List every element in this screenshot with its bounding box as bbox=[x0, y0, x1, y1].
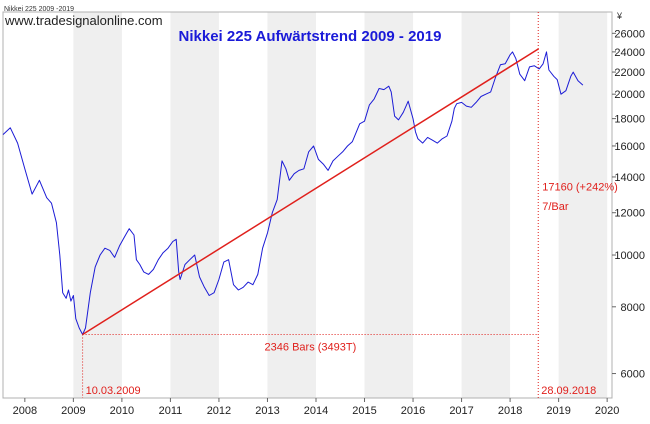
y-tick-label: 12000 bbox=[614, 208, 645, 220]
gain-label: 17160 (+242%) bbox=[542, 182, 618, 194]
series-layer bbox=[2, 51, 584, 335]
x-tick-label: 2016 bbox=[401, 405, 425, 417]
x-tick-label: 2014 bbox=[304, 405, 328, 417]
y-tick-label: 14000 bbox=[614, 172, 645, 184]
y-tick-label: 10000 bbox=[614, 250, 645, 262]
plot-frame bbox=[2, 11, 613, 399]
y-tick-label: 24000 bbox=[614, 47, 645, 59]
chart-title: Nikkei 225 Aufwärtstrend 2009 - 2019 bbox=[179, 28, 442, 45]
chart-caption: Nikkei 225 2009 -2019 bbox=[4, 6, 74, 13]
price-line bbox=[2, 51, 584, 335]
bars-label: 2346 Bars (3493T) bbox=[265, 341, 357, 353]
x-tick-label: 2013 bbox=[255, 405, 279, 417]
y-tick-label: 8000 bbox=[621, 302, 645, 314]
annotation-layer: 10.03.2009 28.09.2018 2346 Bars (3493T) 171… bbox=[82, 12, 618, 398]
year-bands bbox=[73, 12, 608, 398]
x-tick-label: 2012 bbox=[207, 405, 231, 417]
end-date-label: 28.09.2018 bbox=[541, 385, 596, 397]
year-band bbox=[73, 12, 122, 398]
x-tick-label: 2020 bbox=[595, 405, 619, 417]
x-tick-label: 2017 bbox=[449, 405, 473, 417]
x-tick-label: 2009 bbox=[61, 405, 85, 417]
plot-border bbox=[2, 11, 613, 399]
year-band bbox=[461, 12, 511, 398]
y-tick-label: 16000 bbox=[614, 141, 645, 153]
currency-symbol: ¥ bbox=[616, 11, 623, 21]
x-tick-label: 2018 bbox=[498, 405, 522, 417]
x-tick-label: 2015 bbox=[352, 405, 376, 417]
x-axis: 2008 2009 2010 2011 2012 2013 2014 2015 2016 2017… bbox=[13, 398, 619, 417]
watermark: www.tradesignalonline.com bbox=[4, 13, 163, 28]
y-tick-label: 18000 bbox=[614, 114, 645, 126]
y-tick-label: 22000 bbox=[614, 67, 645, 79]
y-axis: 6000 8000 10000 12000 14000 16000 18000 20000 22… bbox=[612, 28, 645, 381]
y-tick-label: 26000 bbox=[614, 28, 645, 40]
trend-layer bbox=[82, 48, 539, 336]
year-band bbox=[558, 12, 608, 398]
year-band bbox=[170, 12, 219, 398]
x-tick-label: 2010 bbox=[110, 405, 134, 417]
y-tick-label: 6000 bbox=[621, 369, 645, 381]
year-band bbox=[364, 12, 414, 398]
x-tick-label: 2008 bbox=[13, 405, 37, 417]
slope-label: 7/Bar bbox=[542, 201, 569, 213]
y-tick-label: 20000 bbox=[614, 89, 645, 101]
trend-line bbox=[82, 48, 539, 336]
x-tick-label: 2011 bbox=[159, 405, 183, 417]
x-tick-label: 2019 bbox=[546, 405, 570, 417]
start-date-label: 10.03.2009 bbox=[86, 385, 141, 397]
